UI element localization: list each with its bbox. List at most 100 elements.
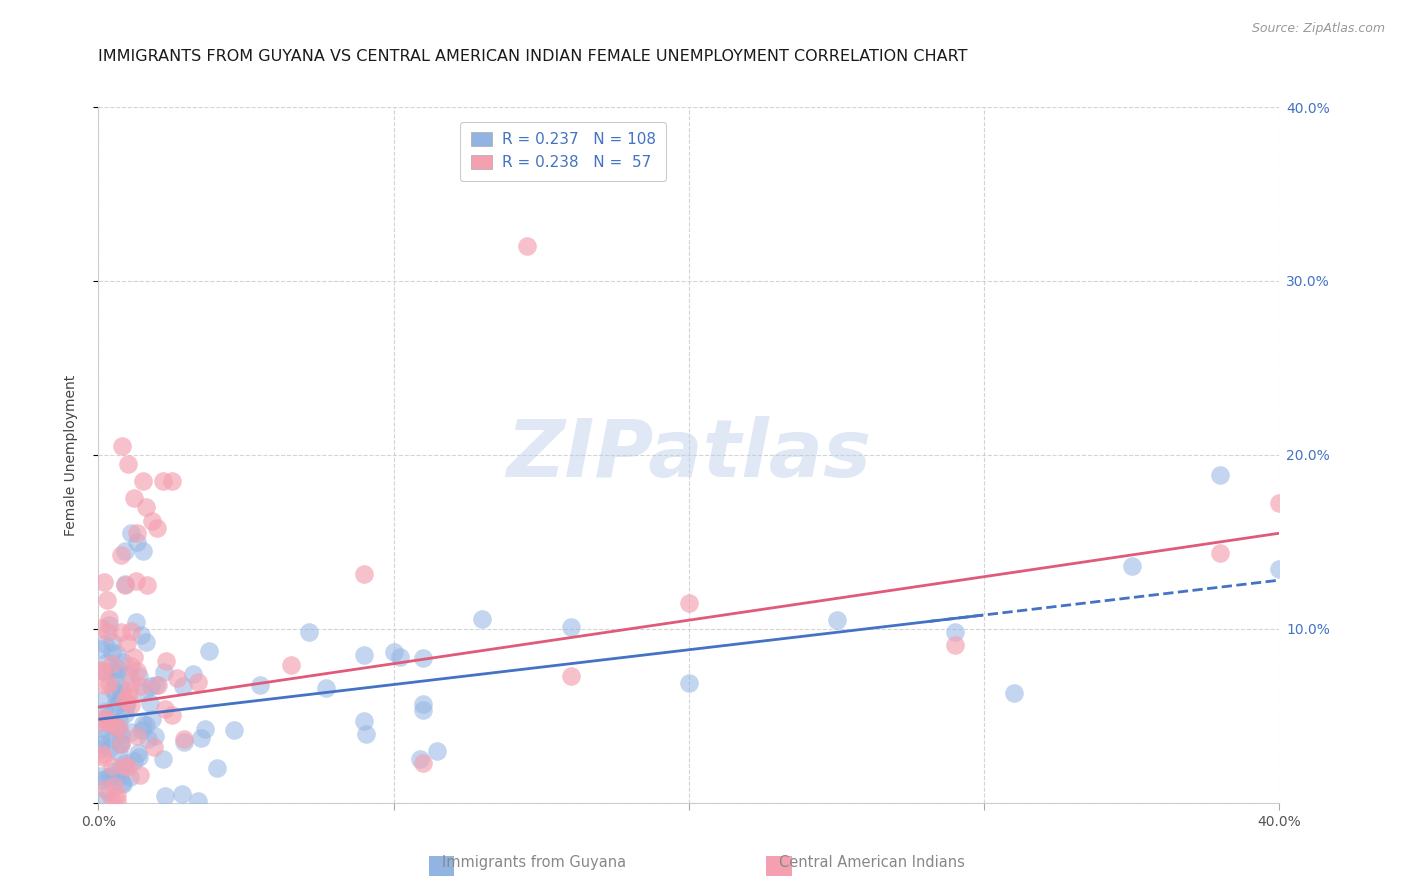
- Point: [173, 732, 195, 747]
- Point: [187, 794, 209, 808]
- Point: [173, 735, 195, 749]
- Point: [115, 696, 138, 710]
- Point: [97, 785, 120, 799]
- Point: [111, 777, 134, 791]
- Point: [125, 729, 148, 743]
- Point: [825, 613, 848, 627]
- Point: [111, 776, 134, 790]
- Point: [90, 731, 112, 746]
- Point: [120, 770, 142, 784]
- Point: [678, 596, 700, 610]
- Point: [122, 491, 145, 506]
- Point: [353, 714, 375, 728]
- Point: [114, 759, 136, 773]
- Point: [122, 754, 145, 768]
- Point: [356, 727, 378, 741]
- Point: [120, 526, 142, 541]
- Point: [103, 687, 125, 701]
- Point: [131, 723, 153, 737]
- Point: [194, 723, 217, 737]
- Point: [101, 663, 124, 677]
- Text: ZIPatlas: ZIPatlas: [506, 416, 872, 494]
- Point: [108, 746, 131, 760]
- Point: [678, 676, 700, 690]
- Point: [943, 638, 966, 652]
- Point: [560, 620, 582, 634]
- Point: [96, 724, 118, 739]
- Point: [172, 787, 194, 801]
- Point: [1121, 559, 1143, 574]
- Text: Central American Indians: Central American Indians: [779, 855, 965, 870]
- Point: [96, 593, 118, 607]
- Point: [153, 702, 176, 716]
- Point: [97, 677, 120, 691]
- Point: [135, 635, 157, 649]
- Point: [120, 674, 142, 689]
- Point: [125, 534, 148, 549]
- Point: [1209, 467, 1232, 482]
- Point: [110, 738, 132, 752]
- Point: [132, 543, 155, 558]
- Point: [107, 696, 129, 710]
- Point: [114, 577, 136, 591]
- Point: [98, 740, 121, 755]
- Point: [90, 663, 112, 677]
- Point: [1002, 685, 1025, 699]
- Point: [107, 720, 129, 734]
- Point: [1268, 561, 1291, 575]
- Point: [114, 543, 136, 558]
- Point: [93, 711, 115, 725]
- Point: [105, 665, 128, 679]
- Point: [98, 612, 121, 626]
- Point: [125, 615, 148, 629]
- Point: [117, 690, 139, 705]
- Point: [166, 671, 188, 685]
- Point: [1209, 546, 1232, 560]
- Point: [117, 457, 139, 471]
- Point: [136, 577, 159, 591]
- Point: [94, 678, 117, 692]
- Point: [412, 702, 434, 716]
- Point: [155, 789, 177, 803]
- Point: [181, 667, 204, 681]
- Point: [172, 679, 194, 693]
- Point: [120, 624, 142, 639]
- Point: [187, 675, 209, 690]
- Point: [132, 474, 155, 488]
- Point: [249, 678, 271, 692]
- Point: [135, 500, 157, 514]
- Point: [110, 624, 132, 639]
- Point: [1268, 496, 1291, 510]
- Point: [353, 566, 375, 581]
- Point: [120, 658, 142, 673]
- Point: [560, 669, 582, 683]
- Point: [139, 696, 162, 710]
- Point: [425, 744, 447, 758]
- Point: [93, 574, 115, 589]
- Point: [120, 725, 142, 739]
- Point: [110, 728, 132, 742]
- Point: [100, 645, 122, 659]
- Point: [190, 731, 212, 745]
- Point: [98, 617, 121, 632]
- Point: [143, 730, 166, 744]
- Point: [101, 794, 124, 808]
- Point: [104, 764, 127, 779]
- Point: [146, 521, 169, 535]
- Point: [104, 673, 127, 688]
- Point: [129, 628, 152, 642]
- Point: [97, 771, 120, 785]
- Point: [90, 621, 112, 635]
- Point: [104, 698, 127, 713]
- Point: [100, 770, 122, 784]
- Text: Immigrants from Guyana: Immigrants from Guyana: [443, 855, 626, 870]
- Point: [353, 648, 375, 663]
- Point: [107, 648, 129, 662]
- Point: [135, 718, 157, 732]
- Point: [143, 740, 166, 755]
- Point: [100, 635, 122, 649]
- Point: [103, 682, 125, 697]
- Point: [107, 662, 129, 676]
- Point: [382, 645, 405, 659]
- Point: [108, 721, 131, 735]
